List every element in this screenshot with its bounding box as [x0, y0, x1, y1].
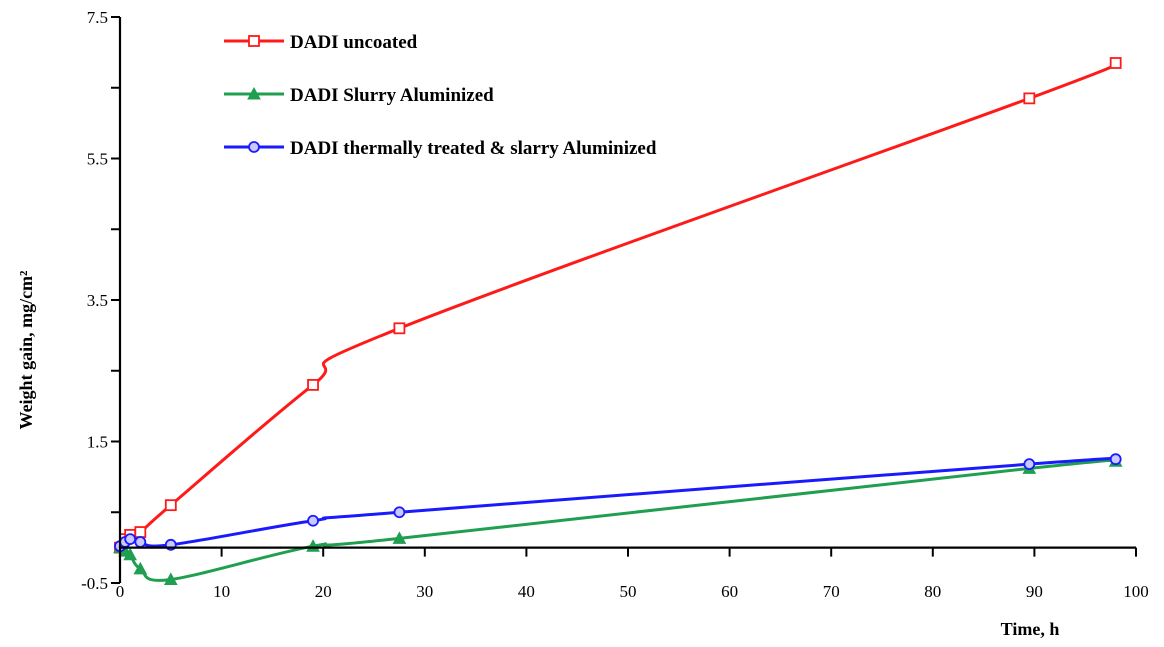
legend-marker: [248, 35, 260, 47]
data-point: [163, 572, 178, 585]
series-1: [114, 57, 1122, 554]
x-tick-label: 90: [1026, 582, 1043, 601]
x-tick-label: 40: [518, 582, 535, 601]
legend-entry: DADI uncoated: [224, 32, 418, 53]
data-point: [124, 533, 137, 546]
series-line: [119, 456, 1118, 548]
data-point: [1109, 57, 1122, 69]
legend-marker: [247, 86, 261, 100]
series-line: [119, 458, 1118, 582]
legend-entry: DADI thermally treated & slarry Aluminiz…: [224, 138, 657, 159]
data-point: [307, 514, 319, 527]
series-2: [113, 454, 1123, 585]
y-axis-title: Weight gain, mg/cm²: [16, 271, 36, 430]
y-tick-label: 1.5: [87, 433, 108, 452]
x-tick-label: 100: [1123, 582, 1149, 601]
data-point: [123, 547, 138, 561]
y-tick-label: 5.5: [87, 150, 108, 169]
axes-layer: -0.5 1.5 3.5 5.5 7.5 0 10 20 30 40 50 60 70 80 90 100: [81, 8, 1149, 601]
legend: DADI uncoated DADI Slurry Aluminized DADI …: [224, 32, 657, 159]
legend-label: DADI Slurry Aluminized: [290, 85, 494, 106]
data-point: [134, 526, 147, 538]
x-tick-label: 60: [721, 582, 738, 601]
data-point: [393, 506, 406, 519]
x-tick-label: 80: [924, 582, 941, 601]
data-point: [1023, 458, 1036, 471]
x-tick-label: 30: [416, 582, 433, 601]
x-tick-label: 10: [213, 582, 230, 601]
y-tick-label: 7.5: [87, 8, 108, 27]
x-tick-label: 50: [620, 582, 637, 601]
data-point: [134, 536, 147, 548]
x-axis-title: Time, h: [1001, 619, 1060, 639]
data-point: [133, 561, 148, 575]
data-point: [307, 378, 319, 391]
legend-entry: DADI Slurry Aluminized: [224, 85, 494, 106]
legend-marker: [248, 141, 260, 153]
series-layer: [113, 57, 1123, 585]
y-tick-label: -0.5: [81, 574, 108, 593]
x-tick-label: 0: [116, 582, 125, 601]
x-tick-label: 20: [315, 582, 332, 601]
y-tick-label: 3.5: [87, 291, 108, 310]
legend-label: DADI thermally treated & slarry Aluminiz…: [290, 138, 657, 159]
data-point: [392, 531, 407, 544]
legend-label: DADI uncoated: [290, 32, 418, 53]
data-point: [393, 322, 406, 335]
data-point: [164, 499, 177, 512]
data-point: [1023, 92, 1036, 105]
data-point: [1109, 453, 1122, 466]
x-tick-label: 70: [823, 582, 840, 601]
series-3: [114, 453, 1122, 553]
